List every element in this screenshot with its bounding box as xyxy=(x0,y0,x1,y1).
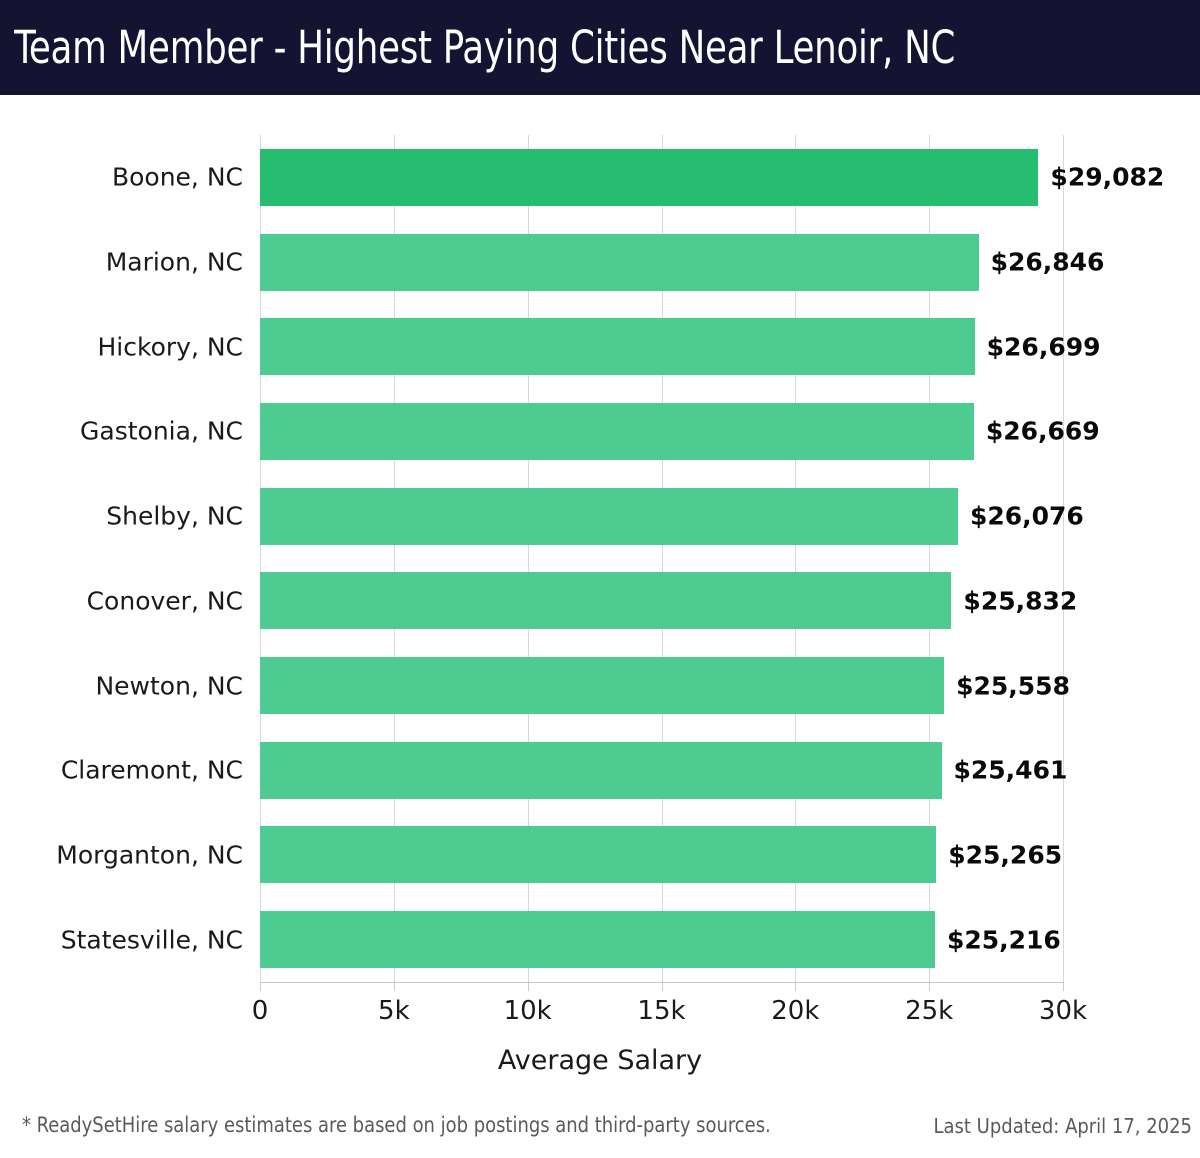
x-tick-label: 10k xyxy=(503,996,552,1026)
bar-value-label: $25,265 xyxy=(948,840,1063,870)
x-axis-title: Average Salary xyxy=(497,1045,703,1076)
x-tick-label: 5k xyxy=(378,996,410,1026)
gridline xyxy=(661,135,663,982)
bar-value-label: $26,076 xyxy=(969,501,1084,531)
x-tick-mark xyxy=(795,982,797,991)
bar-value-label: $25,558 xyxy=(956,671,1070,701)
gridline xyxy=(929,135,931,982)
category-label: Claremont, NC xyxy=(60,755,243,785)
bar-value-label: $25,461 xyxy=(953,755,1068,785)
bar-row[interactable]: Conover, NC $25,832 xyxy=(0,572,1200,630)
bar[interactable] xyxy=(260,911,935,969)
bar[interactable] xyxy=(260,318,975,376)
x-tick-mark xyxy=(661,982,663,991)
gridline xyxy=(527,135,529,982)
x-tick-mark xyxy=(1063,982,1064,991)
x-tick-label: 25k xyxy=(905,996,954,1026)
bar[interactable] xyxy=(260,402,974,460)
gridline xyxy=(1063,135,1064,982)
bar-value-label: $26,669 xyxy=(985,416,1100,446)
category-label: Morganton, NC xyxy=(56,840,243,870)
page-title: Team Member - Highest Paying Cities Near… xyxy=(14,21,956,74)
bar[interactable] xyxy=(260,657,945,715)
x-tick-label: 15k xyxy=(637,996,686,1026)
category-label: Hickory, NC xyxy=(97,332,244,362)
plot-area xyxy=(260,135,1064,982)
gridline xyxy=(260,135,261,982)
x-tick-mark xyxy=(260,982,261,991)
bar[interactable] xyxy=(260,487,958,545)
category-label: Newton, NC xyxy=(95,671,243,701)
bar-row[interactable]: Claremont, NC $25,461 xyxy=(0,741,1200,799)
category-label: Gastonia, NC xyxy=(80,416,243,446)
bar[interactable] xyxy=(260,826,937,884)
bar-value-label: $26,846 xyxy=(990,247,1105,277)
bar-row[interactable]: Marion, NC $26,846 xyxy=(0,233,1200,291)
x-tick-label: 0 xyxy=(251,996,269,1026)
footer-disclaimer: * ReadySetHire salary estimates are base… xyxy=(22,1113,771,1137)
bar-chart: 0 5k 10k 15k 20k 25k 30k Boone, NC $29,082 Mario… xyxy=(0,95,1200,1090)
bar-row[interactable]: Morganton, NC $25,265 xyxy=(0,826,1200,884)
bar-row[interactable]: Hickory, NC $26,699 xyxy=(0,318,1200,376)
bar-row[interactable]: Shelby, NC $26,076 xyxy=(0,487,1200,545)
x-tick-mark xyxy=(527,982,529,991)
x-tick-mark xyxy=(393,982,395,991)
x-tick-label: 20k xyxy=(771,996,820,1026)
bar[interactable] xyxy=(260,233,979,291)
category-label: Conover, NC xyxy=(86,586,243,616)
gridline xyxy=(795,135,797,982)
chart-title-bar: Team Member - Highest Paying Cities Near… xyxy=(0,0,1200,95)
bar-value-label: $29,082 xyxy=(1050,162,1165,192)
chart-footer: * ReadySetHire salary estimates are base… xyxy=(0,1100,1200,1158)
bar-row[interactable]: Newton, NC $25,558 xyxy=(0,657,1200,715)
gridline xyxy=(393,135,395,982)
bar-value-label: $25,832 xyxy=(963,586,1078,616)
bar[interactable] xyxy=(260,572,952,630)
bar-value-label: $26,699 xyxy=(986,332,1101,362)
category-label: Boone, NC xyxy=(111,162,243,192)
bar-value-label: $25,216 xyxy=(946,925,1061,955)
x-tick-label: 30k xyxy=(1038,996,1088,1026)
category-label: Shelby, NC xyxy=(106,501,243,531)
footer-last-updated: Last Updated: April 17, 2025 xyxy=(933,1114,1193,1138)
x-tick-mark xyxy=(929,982,931,991)
bar[interactable] xyxy=(260,148,1039,206)
bar-row[interactable]: Gastonia, NC $26,669 xyxy=(0,402,1200,460)
bar-row[interactable]: Statesville, NC $25,216 xyxy=(0,911,1200,969)
category-label: Marion, NC xyxy=(105,247,243,277)
bar[interactable] xyxy=(260,741,942,799)
bar-row[interactable]: Boone, NC $29,082 xyxy=(0,148,1200,206)
category-label: Statesville, NC xyxy=(60,925,243,955)
